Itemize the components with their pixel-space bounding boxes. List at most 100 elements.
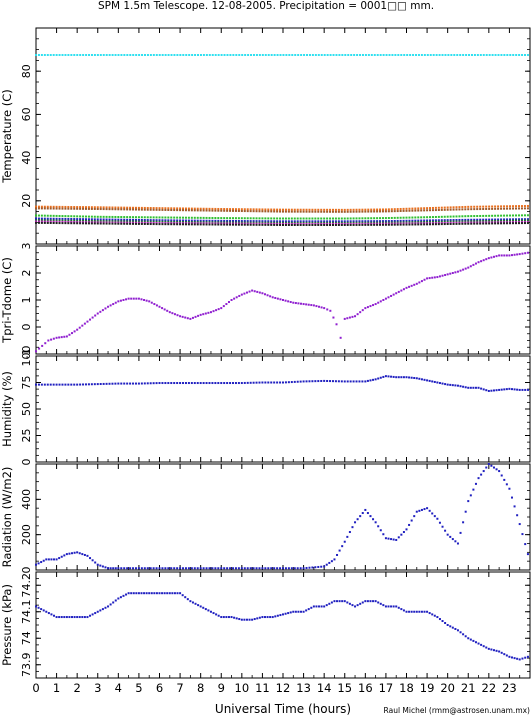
data-point [193,221,196,224]
data-point [379,223,382,226]
data-point [155,54,158,56]
data-point [364,217,367,220]
data-point [55,207,58,210]
data-point [426,223,429,226]
data-point [308,220,311,223]
data-point [84,219,87,222]
data-point [292,301,295,304]
data-point [132,567,135,570]
data-point [294,302,297,305]
data-point [296,208,299,211]
data-point [132,216,135,219]
data-point [418,377,421,380]
data-point [329,210,332,213]
data-point [108,382,111,385]
data-point [143,206,146,209]
data-point [276,222,279,225]
data-point [523,207,526,210]
y-tick-label: 25 [20,429,33,443]
data-point [384,208,387,211]
data-point [240,618,243,621]
data-point [515,221,518,224]
data-point [287,222,290,225]
data-point [323,605,326,608]
data-point [67,219,70,222]
data-point [67,54,70,56]
data-point [35,207,37,210]
data-point [492,255,495,258]
data-point [99,310,102,313]
data-point [420,207,423,210]
data-point [55,217,58,220]
data-point [512,54,515,56]
data-point [512,222,515,225]
data-point [523,214,526,217]
data-point [423,207,426,210]
data-point [494,221,497,224]
data-point [161,307,164,310]
data-point [161,54,164,56]
data-point [127,297,130,300]
data-point [505,254,508,257]
data-point [279,614,282,617]
data-point [377,525,380,528]
data-point [155,220,158,223]
data-point [199,207,202,210]
data-point [379,221,382,224]
data-point [176,567,179,570]
data-point [52,217,55,220]
data-point [186,598,189,601]
data-point [273,567,276,570]
data-point [490,389,493,392]
data-point [397,376,400,379]
data-point [420,508,423,511]
data-point [229,209,232,212]
data-point [140,382,143,385]
data-point [402,376,405,379]
data-point [168,592,171,595]
data-point [314,221,317,224]
data-point [490,648,493,651]
data-point [367,220,370,223]
data-point [204,608,207,611]
data-point [279,217,282,220]
data-point [429,223,432,226]
data-point [369,600,372,603]
data-point [414,209,417,212]
data-point [91,559,94,562]
data-point [79,221,82,224]
data-point [300,54,303,56]
data-point [382,375,385,378]
data-point [196,222,199,225]
data-point [208,222,211,225]
data-point [193,219,196,222]
data-point [179,315,182,318]
data-point [379,220,382,223]
data-point [426,216,429,219]
data-point [431,219,434,222]
data-point [461,221,464,224]
y-tick-label: 200 [20,524,33,545]
data-point [217,217,220,220]
data-point [220,219,223,222]
data-point [287,208,290,211]
data-point [290,567,293,570]
data-point [488,220,491,223]
data-point [226,223,229,226]
data-point [467,222,470,225]
data-point [158,54,161,56]
data-point [108,215,111,218]
data-point [267,217,270,220]
data-point [255,223,258,226]
data-point [52,383,55,386]
data-point [366,512,369,515]
data-point [509,221,512,224]
data-point [462,521,465,524]
data-point [173,222,176,225]
data-point [82,206,85,209]
data-point [337,210,340,213]
data-point [494,218,497,221]
data-point [329,309,332,312]
data-point [146,382,149,385]
data-point [498,650,501,653]
